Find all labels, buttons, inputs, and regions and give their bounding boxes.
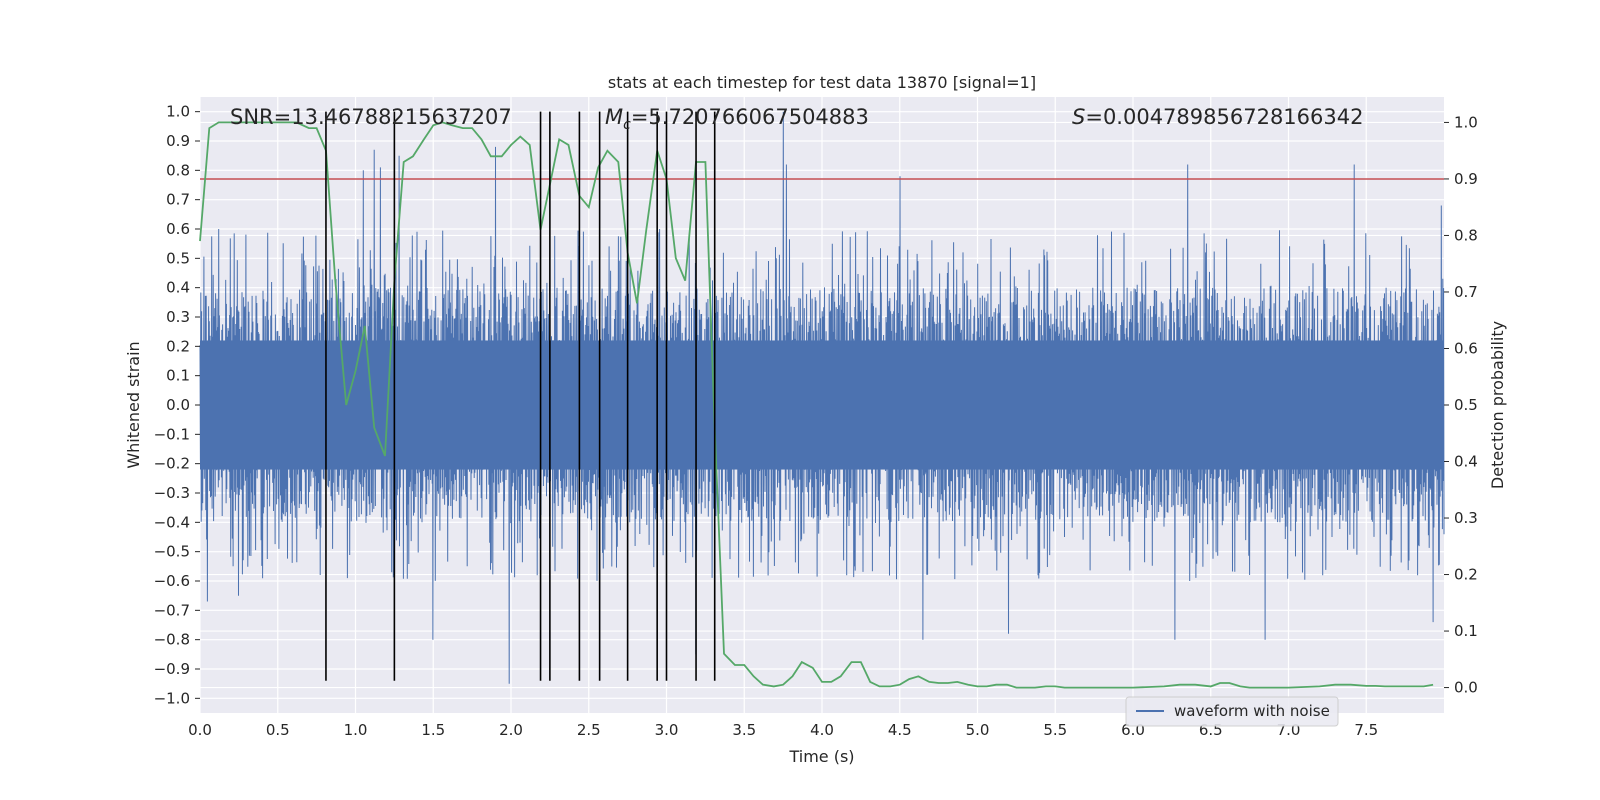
y-tick-label: −0.8 xyxy=(154,631,190,649)
chirp-mass-symbol: M xyxy=(605,105,623,129)
y2-axis-ticks: 1.0 0.9 0.8 0.7 0.6 0.5 0.4 0.3 0.2 0.1 0.0 xyxy=(1444,113,1478,697)
y-tick-label: 0.2 xyxy=(166,337,190,355)
y2-tick-label: 0.5 xyxy=(1454,396,1478,414)
chirp-mass-value: =5.720766067504883 xyxy=(631,105,869,129)
x-tick-label: 3.0 xyxy=(655,721,679,739)
y-tick-label: 0.4 xyxy=(166,279,190,297)
s-annotation: S=0.004789856728166342 xyxy=(1072,105,1363,129)
x-tick-label: 2.0 xyxy=(499,721,523,739)
y-tick-label: −0.3 xyxy=(154,484,190,502)
y2-tick-label: 0.0 xyxy=(1454,679,1478,697)
snr-annotation: SNR=13.46788215637207 xyxy=(230,105,512,129)
y-tick-label: 0.0 xyxy=(166,396,190,414)
y2-tick-label: 0.9 xyxy=(1454,170,1478,188)
y-tick-label: −0.9 xyxy=(154,660,190,678)
x-tick-label: 5.0 xyxy=(966,721,990,739)
y2-tick-label: 0.3 xyxy=(1454,509,1478,527)
s-value: =0.004789856728166342 xyxy=(1085,105,1363,129)
x-tick-label: 1.0 xyxy=(344,721,368,739)
y-tick-label: −0.7 xyxy=(154,601,190,619)
y2-tick-label: 1.0 xyxy=(1454,113,1478,131)
legend-box xyxy=(1125,696,1339,727)
y2-tick-label: 0.4 xyxy=(1454,453,1478,471)
y2-tick-label: 0.1 xyxy=(1454,622,1478,640)
x-tick-label: 3.5 xyxy=(732,721,756,739)
y-tick-label: 0.3 xyxy=(166,308,190,326)
y2-tick-label: 0.8 xyxy=(1454,226,1478,244)
y2-tick-label: 0.6 xyxy=(1454,339,1478,357)
x-tick-label: 7.5 xyxy=(1354,721,1378,739)
s-symbol: S xyxy=(1072,105,1085,129)
x-tick-label: 4.5 xyxy=(888,721,912,739)
y-axis-ticks: 1.0 0.9 0.8 0.7 0.6 0.5 0.4 0.3 0.2 0.1 0.0 −0.1 −0.… xyxy=(154,103,200,707)
y-tick-label: −0.6 xyxy=(154,572,190,590)
waveform-trace xyxy=(199,111,1445,684)
x-tick-label: 5.5 xyxy=(1043,721,1067,739)
y-tick-label: −0.5 xyxy=(154,543,190,561)
x-tick-label: 0.0 xyxy=(188,721,212,739)
event-lines xyxy=(325,111,716,681)
x-tick-label: 1.5 xyxy=(421,721,445,739)
y-axis-label: Whitened strain xyxy=(124,341,143,468)
y-tick-label: 0.6 xyxy=(166,220,190,238)
y-tick-label: 0.9 xyxy=(166,132,190,150)
chirp-mass-annotation: Mc=5.720766067504883 xyxy=(605,105,869,133)
y2-tick-label: 0.2 xyxy=(1454,566,1478,584)
x-tick-label: 0.5 xyxy=(266,721,290,739)
legend-label: waveform with noise xyxy=(1174,702,1330,720)
y-tick-label: −0.1 xyxy=(154,425,190,443)
y-tick-label: 1.0 xyxy=(166,103,190,121)
y-tick-label: −0.2 xyxy=(154,455,190,473)
x-tick-label: 4.0 xyxy=(810,721,834,739)
chart-title: stats at each timestep for test data 138… xyxy=(608,73,1036,92)
y-tick-label: −0.4 xyxy=(154,513,190,531)
chirp-mass-subscript: c xyxy=(623,117,631,133)
y-tick-label: 0.8 xyxy=(166,161,190,179)
y-tick-label: 0.7 xyxy=(166,191,190,209)
probability-trace xyxy=(199,121,1434,689)
y-tick-label: −1.0 xyxy=(154,689,190,707)
waveform-core-band xyxy=(200,340,1444,470)
y2-axis-label: Detection probability xyxy=(1488,321,1507,489)
y-tick-label: 0.5 xyxy=(166,249,190,267)
y2-tick-label: 0.7 xyxy=(1454,283,1478,301)
x-tick-label: 2.5 xyxy=(577,721,601,739)
x-axis-label: Time (s) xyxy=(788,747,854,766)
legend: waveform with noise xyxy=(1125,696,1339,727)
probability-path xyxy=(199,121,1434,689)
y-tick-label: 0.1 xyxy=(166,367,190,385)
